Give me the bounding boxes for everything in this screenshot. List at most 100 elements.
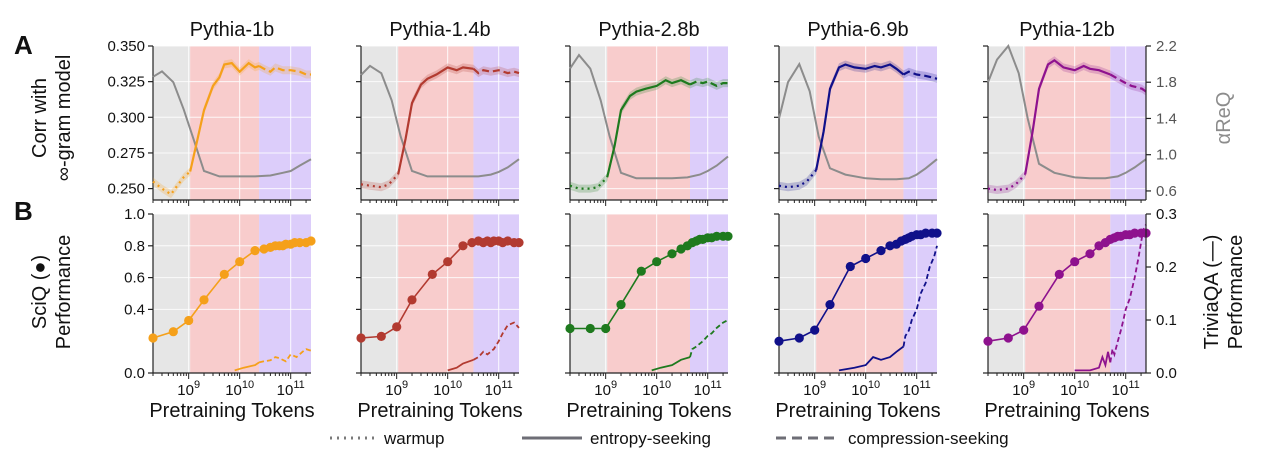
trivia-compression-line	[473, 321, 520, 361]
phase-compression-bg	[259, 214, 311, 373]
trivia-compression-line	[1109, 224, 1147, 363]
y-tick-label: 0.275	[107, 145, 145, 162]
right-tick-label: 0.1	[1156, 312, 1177, 329]
top-right-ylabel-text: αReQ	[1213, 92, 1235, 145]
sciq-point	[235, 257, 245, 267]
panel-1: Pythia-1b 0.250 0.275 0.300 0.325 0.350 0.0 0.4…	[107, 19, 316, 422]
phase-entropy-bg	[816, 214, 904, 373]
y-tick-label: 0.8	[124, 238, 145, 255]
sciq-point	[1034, 301, 1044, 311]
phase-entropy-bg	[398, 46, 474, 200]
corr-entropy-line	[815, 63, 905, 171]
legend-label-warmup: warmup	[383, 429, 444, 448]
bottom-left-ylabel: SciQ (●) Performance	[29, 235, 75, 350]
phase-warmup-bg	[153, 46, 191, 200]
sciq-point	[1085, 249, 1095, 259]
right-tick-label: 2.2	[1156, 38, 1177, 55]
trivia-compression-line	[258, 348, 312, 364]
phase-warmup-bg	[361, 214, 399, 373]
phase-entropy-bg	[190, 214, 260, 373]
sciq-point	[652, 257, 662, 267]
sciq-point	[168, 327, 178, 337]
sciq-point	[443, 257, 453, 267]
areq-line	[987, 44, 1147, 180]
corr-compression-line	[1109, 73, 1147, 93]
top-subplot	[774, 45, 938, 206]
right-tick-label: 1.0	[1156, 147, 1177, 164]
x-tick-label: 1010	[851, 379, 880, 399]
x-tick-label: 1011	[903, 379, 931, 399]
sciq-point	[407, 295, 417, 305]
y-tick-label: 0.4	[124, 301, 145, 318]
sciq-point	[845, 261, 855, 272]
x-tick-label: 1011	[485, 379, 513, 399]
sciq-point	[616, 300, 626, 310]
panel-title: Pythia-6.9b	[807, 19, 908, 41]
legend: warmup entropy-seeking compression-seeki…	[330, 429, 1009, 448]
trivia-entropy-line	[651, 356, 691, 372]
sciq-point	[1130, 228, 1140, 238]
areq-line	[778, 61, 938, 181]
bottom-right-ylabel: TriviaQA (—) Performance	[1201, 235, 1247, 350]
right-tick-label: 1.4	[1156, 110, 1177, 127]
phase-entropy-bg	[1025, 46, 1111, 200]
sciq-point	[876, 246, 886, 256]
x-tick-label: 1011	[277, 379, 305, 399]
corr-warmup-line	[987, 173, 1027, 192]
sciq-point	[585, 323, 595, 334]
corr-entropy-line	[397, 66, 474, 175]
y-tick-label: 0.325	[107, 74, 145, 91]
sciq-point	[983, 336, 993, 346]
sciq-point	[921, 228, 931, 238]
panel-title: Pythia-1b	[190, 19, 275, 41]
x-tick-label: 109	[177, 379, 200, 399]
legend-label-entropy: entropy-seeking	[590, 429, 711, 448]
phase-warmup-bg	[570, 214, 608, 373]
right-tick-label: 0.0	[1156, 365, 1177, 382]
sciq-point	[723, 231, 733, 241]
sciq-point	[601, 323, 611, 334]
x-tick-label: 1011	[694, 379, 722, 399]
y-tick-label: 0.300	[107, 109, 145, 126]
phase-warmup-bg	[570, 46, 608, 200]
trivia-entropy-line	[234, 361, 260, 372]
panel-5: Pythia-12b 0.6 1.0 1.4 1.8 2.2 0.0 0.1 0.2 0.3 109…	[983, 19, 1177, 422]
corr-warmup-line	[360, 173, 400, 189]
top-subplot: 0.6 1.0 1.4 1.8 2.2	[983, 38, 1177, 206]
bottom-right-ylabel-line1: TriviaQA (—)	[1201, 235, 1223, 350]
phase-compression-bg	[1110, 46, 1146, 200]
corr-entropy-line	[1024, 58, 1111, 175]
bottom-left-ylabel-line1: SciQ (●)	[29, 255, 51, 329]
sciq-point	[376, 331, 386, 341]
trivia-compression-line	[902, 245, 938, 347]
sciq-point	[250, 246, 260, 256]
sciq-point	[636, 266, 646, 276]
areq-line	[152, 70, 312, 178]
top-right-ylabel: αReQ	[1213, 92, 1235, 145]
corr-entropy-line	[189, 61, 260, 172]
sciq-point	[861, 253, 871, 264]
corr-compression-line	[902, 70, 938, 80]
phase-entropy-bg	[1025, 214, 1111, 373]
corr-compression-line	[472, 67, 520, 75]
top-subplot	[356, 45, 520, 206]
phase-entropy-bg	[816, 46, 904, 200]
x-axis-title: Pretraining Tokens	[775, 400, 940, 422]
trivia-entropy-line	[838, 345, 905, 372]
panel-letter-a: A	[14, 30, 33, 60]
right-tick-label: 1.8	[1156, 74, 1177, 91]
phase-compression-bg	[690, 46, 728, 200]
corr-compression-line	[258, 65, 311, 76]
x-tick-label: 1010	[225, 379, 254, 399]
sciq-point	[1054, 269, 1064, 279]
sciq-point	[1070, 257, 1080, 267]
sciq-point	[794, 333, 804, 343]
sciq-point	[565, 323, 575, 334]
y-tick-label: 0.250	[107, 181, 145, 198]
sciq-point	[667, 249, 677, 259]
